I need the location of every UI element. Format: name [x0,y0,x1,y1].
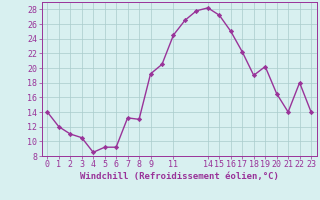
X-axis label: Windchill (Refroidissement éolien,°C): Windchill (Refroidissement éolien,°C) [80,172,279,181]
